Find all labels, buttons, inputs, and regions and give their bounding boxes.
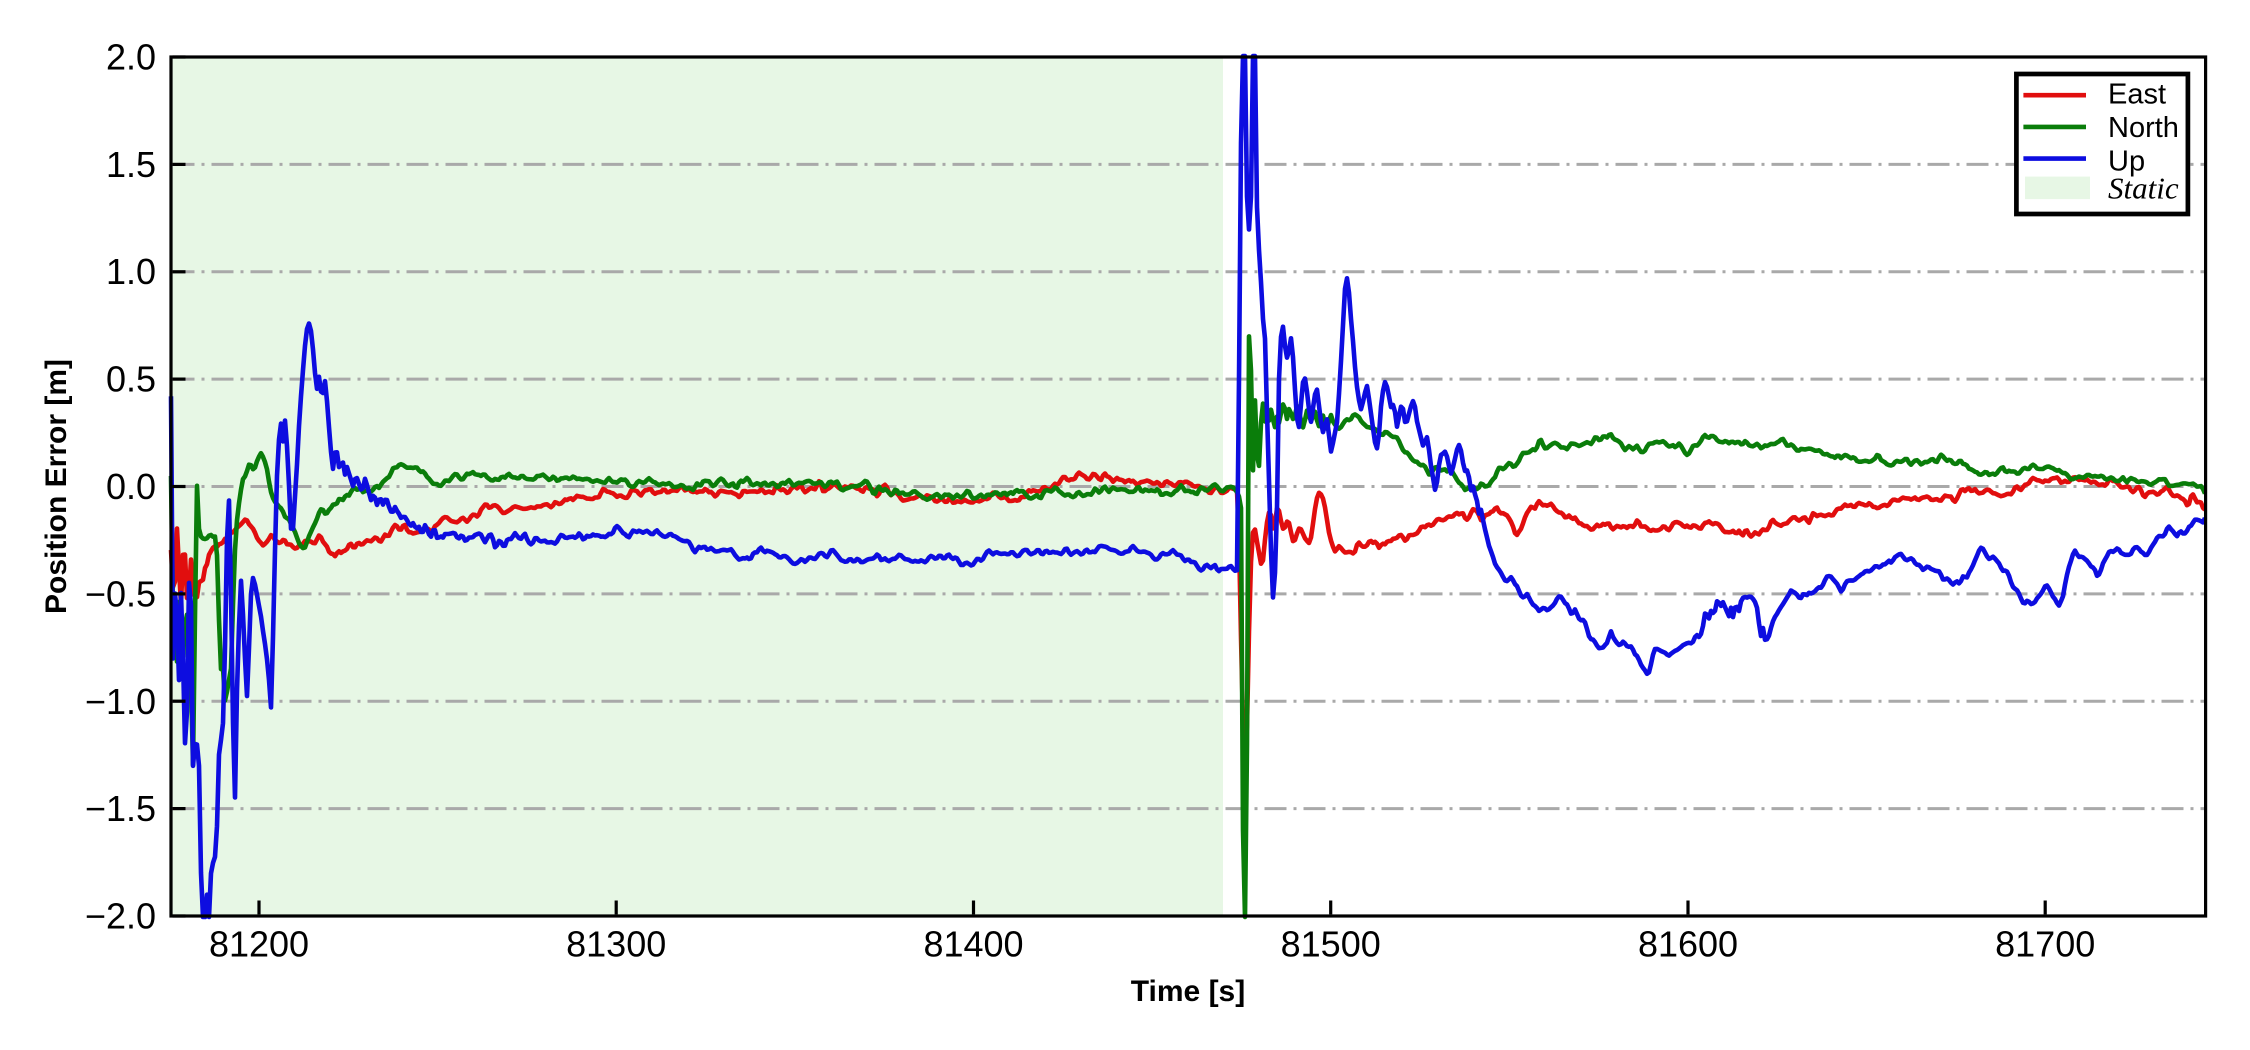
svg-text:81300: 81300 [566, 924, 666, 965]
svg-text:−0.5: −0.5 [85, 573, 156, 614]
svg-text:−1.5: −1.5 [85, 788, 156, 829]
svg-text:1.5: 1.5 [106, 144, 156, 185]
svg-text:North: North [2108, 112, 2179, 144]
svg-text:81500: 81500 [1281, 924, 1381, 965]
svg-text:2.0: 2.0 [106, 37, 156, 78]
svg-text:81200: 81200 [209, 924, 309, 965]
svg-text:East: East [2108, 79, 2166, 111]
svg-text:Up: Up [2108, 145, 2145, 177]
svg-text:Static: Static [2108, 171, 2179, 206]
svg-text:Position Error [m]: Position Error [m] [40, 359, 73, 614]
svg-text:−2.0: −2.0 [85, 896, 156, 937]
svg-text:Time [s]: Time [s] [1131, 975, 1245, 1008]
svg-text:81400: 81400 [923, 924, 1023, 965]
svg-text:0.5: 0.5 [106, 359, 156, 400]
svg-text:−1.0: −1.0 [85, 681, 156, 722]
svg-text:81600: 81600 [1638, 924, 1738, 965]
svg-text:1.0: 1.0 [106, 251, 156, 292]
svg-text:81700: 81700 [1995, 924, 2095, 965]
svg-text:0.0: 0.0 [106, 466, 156, 507]
